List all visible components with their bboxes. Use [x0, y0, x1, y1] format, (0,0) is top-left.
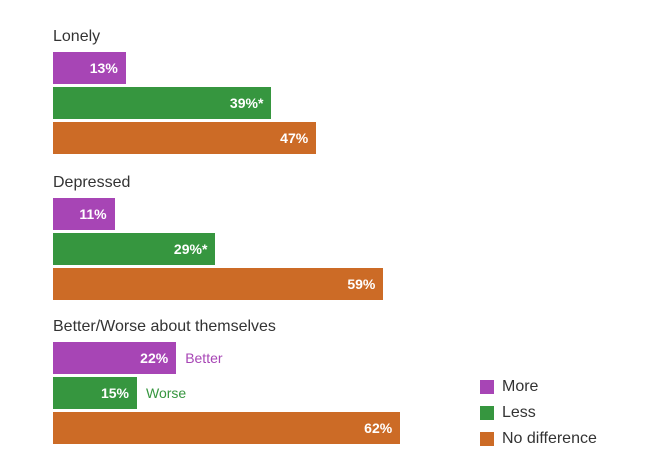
group-label-lonely: Lonely [53, 28, 101, 45]
legend-item-no-difference: No difference [480, 426, 597, 452]
bar-depressed-no-difference [53, 268, 384, 300]
bar-label-better-worse-about-themselves-less: 15% [100, 385, 129, 401]
legend-item-more: More [480, 374, 597, 400]
bar-label-lonely-less: 39%* [229, 95, 264, 111]
bar-label-depressed-no-difference: 59% [347, 276, 376, 292]
bar-label-depressed-less: 29%* [173, 241, 208, 257]
legend-item-less: Less [480, 400, 597, 426]
legend-label-more: More [502, 378, 539, 395]
legend-swatch-no-difference [480, 432, 494, 446]
bar-label-better-worse-about-themselves-no-difference: 62% [364, 420, 393, 436]
legend-swatch-more [480, 380, 494, 394]
group-label-better-worse-about-themselves: Better/Worse about themselves [53, 318, 276, 335]
bar-annotation-worse: Worse [146, 385, 187, 401]
legend-label-less: Less [502, 404, 536, 421]
legend-label-no-difference: No difference [502, 430, 597, 447]
bar-depressed-more [53, 198, 115, 230]
bar-label-better-worse-about-themselves-more: 22% [140, 350, 169, 366]
legend-swatch-less [480, 406, 494, 420]
bar-label-lonely-no-difference: 47% [280, 130, 309, 146]
bar-better-worse-about-themselves-less [53, 377, 137, 409]
bar-lonely-more [53, 52, 126, 84]
bar-label-lonely-more: 13% [89, 60, 118, 76]
bar-better-worse-about-themselves-more [53, 342, 177, 374]
bar-annotation-better: Better [185, 350, 223, 366]
bar-lonely-less [53, 87, 272, 119]
bar-depressed-less [53, 233, 216, 265]
group-label-depressed: Depressed [53, 174, 131, 191]
bar-better-worse-about-themselves-no-difference [53, 412, 401, 444]
bar-label-depressed-more: 11% [79, 206, 107, 222]
legend: More Less No difference [480, 374, 597, 452]
bar-lonely-no-difference [53, 122, 317, 154]
